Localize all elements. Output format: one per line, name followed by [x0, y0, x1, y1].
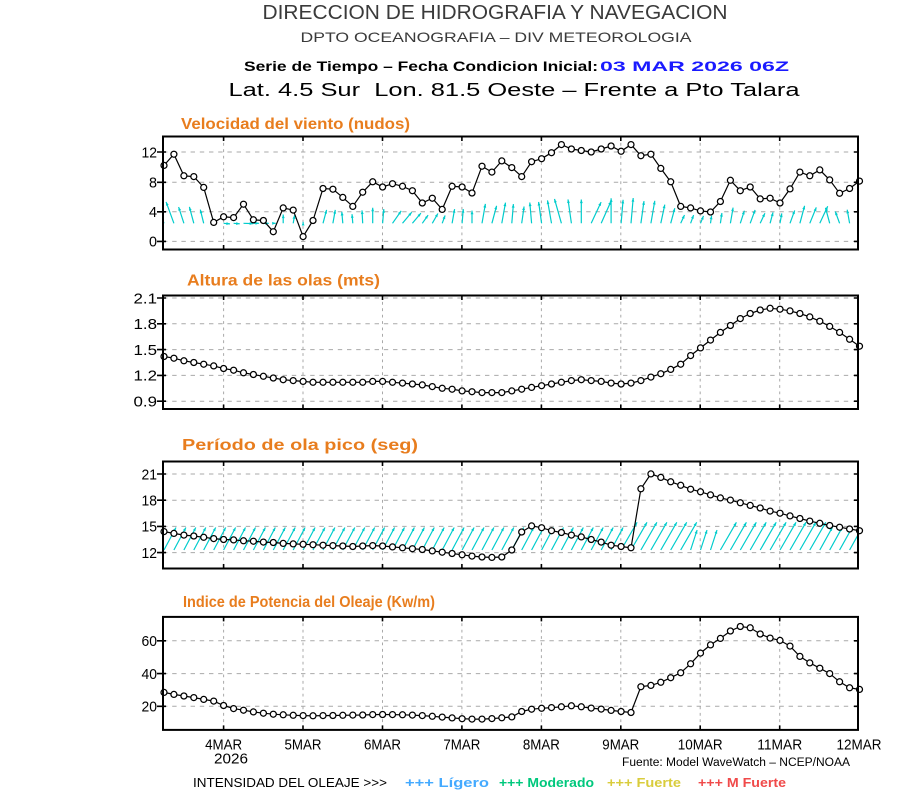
svg-text:+++ Fuerte: +++ Fuerte — [607, 776, 681, 790]
svg-text:+++ Lígero: +++ Lígero — [405, 776, 489, 790]
svg-text:1.8: 1.8 — [134, 316, 158, 333]
svg-text:03 MAR 2026 06Z: 03 MAR 2026 06Z — [600, 58, 790, 74]
svg-text:+++ Moderado: +++ Moderado — [499, 776, 594, 790]
svg-text:60: 60 — [142, 633, 158, 650]
svg-text:5MAR: 5MAR — [285, 738, 322, 754]
svg-text:12MAR: 12MAR — [837, 738, 882, 754]
svg-text:Velocidad del viento (nudos): Velocidad del viento (nudos) — [181, 116, 410, 133]
svg-text:10MAR: 10MAR — [678, 738, 723, 754]
svg-text:1.5: 1.5 — [134, 342, 158, 359]
svg-text:Período de ola pico (seg): Período de ola pico (seg) — [182, 437, 418, 454]
svg-text:11MAR: 11MAR — [757, 738, 802, 754]
svg-text:8MAR: 8MAR — [523, 738, 560, 754]
svg-text:0.9: 0.9 — [134, 394, 158, 411]
svg-text:Lat. 4.5 Sur Lon. 81.5 Oeste: Lat. 4.5 Sur Lon. 81.5 Oeste – Frente a … — [229, 80, 801, 100]
svg-text:12: 12 — [142, 545, 158, 562]
svg-text:Serie de Tiempo – Fecha Condic: Serie de Tiempo – Fecha Condicion Inicia… — [244, 58, 598, 74]
svg-text:20: 20 — [142, 699, 158, 716]
svg-text:21: 21 — [142, 466, 158, 483]
svg-text:2.1: 2.1 — [134, 290, 158, 307]
svg-text:6MAR: 6MAR — [364, 738, 401, 754]
svg-text:Fuente: Model WaveWatch – NCEP: Fuente: Model WaveWatch – NCEP/NOAA — [622, 757, 850, 769]
svg-text:15: 15 — [142, 519, 158, 536]
svg-text:18: 18 — [142, 493, 158, 510]
svg-text:1.2: 1.2 — [134, 368, 158, 385]
svg-text:7MAR: 7MAR — [443, 738, 480, 754]
svg-text:+++ M Fuerte: +++ M Fuerte — [698, 776, 786, 790]
svg-text:DIRECCION DE HIDROGRAFIA Y NAV: DIRECCION DE HIDROGRAFIA Y NAVEGACION — [263, 2, 728, 24]
svg-text:4: 4 — [149, 204, 157, 221]
svg-text:9MAR: 9MAR — [602, 738, 639, 754]
svg-text:40: 40 — [142, 666, 158, 683]
svg-text:Indice de Potencia del Oleaje: Indice de Potencia del Oleaje (Kw/m) — [183, 594, 435, 611]
svg-text:0: 0 — [149, 234, 157, 251]
svg-text:8: 8 — [149, 175, 157, 192]
svg-text:2026: 2026 — [214, 752, 248, 768]
svg-text:DPTO OCEANOGRAFIA – DIV METEOR: DPTO OCEANOGRAFIA – DIV METEOROLOGIA — [301, 29, 693, 45]
svg-text:12: 12 — [142, 144, 158, 161]
svg-text:Altura de las olas (mts): Altura de las olas (mts) — [187, 273, 380, 290]
svg-text:INTENSIDAD DEL OLEAJE >>>: INTENSIDAD DEL OLEAJE >>> — [193, 776, 387, 790]
svg-text:4MAR: 4MAR — [205, 738, 242, 754]
